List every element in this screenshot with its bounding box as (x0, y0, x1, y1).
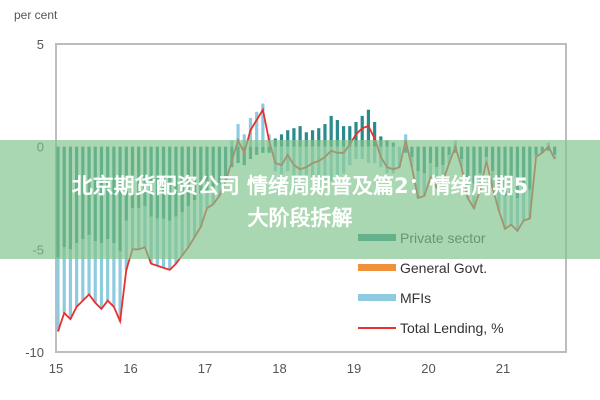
bar-mfis (87, 234, 91, 295)
bar-mfis (118, 251, 122, 322)
y-tick-label: 5 (37, 37, 44, 52)
bar-private-sector (341, 126, 346, 147)
x-tick-label: 15 (49, 361, 63, 376)
x-tick-label: 18 (272, 361, 286, 376)
bar-mfis (261, 103, 265, 147)
y-tick-label: -10 (25, 345, 44, 360)
banner-title-line-1: 北京期货配资公司 情绪周期普及篇2：情绪周期5 (71, 174, 529, 198)
x-tick-label: 21 (496, 361, 510, 376)
bar-private-sector (298, 126, 302, 147)
bar-private-sector (323, 124, 327, 147)
bar-mfis (106, 239, 110, 301)
bar-mfis (255, 111, 259, 147)
overlay-banner: 北京期货配资公司 情绪周期普及篇2：情绪周期5 大阶段拆解 (0, 140, 600, 259)
bar-mfis (93, 241, 97, 303)
bar-mfis (99, 243, 104, 309)
legend-label: Total Lending, % (400, 320, 504, 336)
bar-private-sector (317, 128, 321, 147)
bar-private-sector (335, 119, 339, 147)
bar-mfis (68, 249, 73, 320)
bar-mfis (236, 124, 240, 147)
x-tick-label: 16 (123, 361, 137, 376)
banner-title-line-2: 大阶段拆解 (247, 206, 353, 230)
legend-swatch (358, 264, 396, 271)
bar-private-sector (373, 122, 377, 147)
bar-private-sector (366, 109, 371, 147)
x-tick-label: 20 (421, 361, 435, 376)
legend-label: General Govt. (400, 260, 487, 276)
bar-mfis (81, 239, 85, 301)
bar-mfis (112, 243, 116, 307)
legend-label: MFIs (400, 290, 431, 306)
bar-private-sector (329, 115, 333, 147)
bar-private-sector (286, 130, 290, 147)
bar-private-sector (304, 132, 308, 147)
y-unit-label: per cent (14, 8, 58, 22)
bar-private-sector (310, 130, 315, 147)
x-tick-label: 17 (198, 361, 212, 376)
bar-private-sector (292, 128, 296, 147)
legend-swatch (358, 294, 396, 301)
x-tick-label: 19 (347, 361, 361, 376)
bar-mfis (56, 257, 60, 332)
bar-private-sector (348, 126, 352, 147)
bar-private-sector (360, 115, 364, 147)
bar-mfis (62, 247, 66, 313)
bar-mfis (75, 243, 79, 307)
